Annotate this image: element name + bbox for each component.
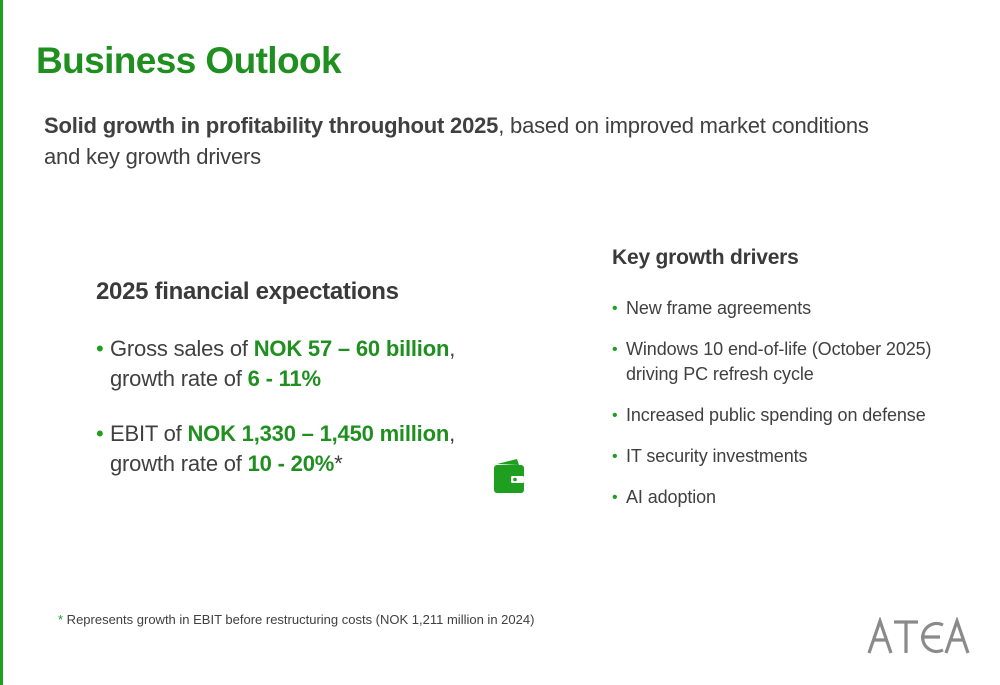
driver-label: New frame agreements [626, 298, 812, 318]
financial-list: • Gross sales of NOK 57 – 60 billion, gr… [96, 334, 455, 504]
financial-item-comma: , [449, 421, 455, 446]
financial-item-range: NOK 57 – 60 billion [253, 336, 450, 361]
financial-heading: 2025 financial expectations [96, 278, 399, 305]
bullet: • [612, 448, 618, 465]
driver-item: • Windows 10 end-of-life (October 2025) d… [612, 337, 966, 387]
drivers-heading: Key growth drivers [612, 246, 799, 269]
financial-item-growth-prefix: growth rate of [110, 451, 248, 476]
driver-item: • New frame agreements [612, 296, 966, 321]
subtitle-bold: Solid growth in profitability throughout… [44, 113, 499, 138]
bullet: • [96, 421, 104, 446]
footnote-star: * [58, 612, 64, 627]
financial-item-comma: , [449, 336, 456, 361]
financial-item-ebit: • EBIT of NOK 1,330 – 1,450 million, gro… [96, 419, 455, 479]
atea-logo [866, 616, 972, 657]
footnote-text: Represents growth in EBIT before restruc… [63, 612, 535, 627]
financial-item-growth: 10 - 20% [247, 451, 335, 476]
financial-item-growth-prefix: growth rate of [110, 366, 248, 391]
bullet: • [612, 489, 618, 506]
subtitle: Solid growth in profitability throughout… [44, 110, 884, 172]
accent-rule [0, 0, 3, 685]
driver-item: • AI adoption [612, 485, 966, 510]
drivers-list: • New frame agreements • Windows 10 end-of… [612, 296, 966, 526]
driver-item: • IT security investments [612, 444, 966, 469]
driver-label: Windows 10 end-of-life (October 2025) dr… [626, 339, 932, 384]
subtitle-rest: , based on improved market conditions an… [44, 113, 869, 169]
driver-label: AI adoption [626, 487, 716, 507]
driver-label: IT security investments [626, 446, 808, 466]
financial-item-prefix: Gross sales of [110, 336, 254, 361]
financial-item-prefix: EBIT of [110, 421, 188, 446]
financial-item-growth: 6 - 11% [247, 366, 321, 391]
footnote: * Represents growth in EBIT before restr… [58, 612, 534, 627]
bullet: • [612, 407, 618, 424]
financial-item-range: NOK 1,330 – 1,450 million [187, 421, 450, 446]
financial-item-suffix: * [334, 451, 343, 476]
wallet-icon [493, 458, 525, 494]
driver-label: Increased public spending on defense [626, 405, 926, 425]
page-title: Business Outlook [36, 40, 342, 81]
bullet: • [612, 341, 618, 358]
financial-item-gross-sales: • Gross sales of NOK 57 – 60 billion, gr… [96, 334, 455, 394]
bullet: • [612, 300, 618, 317]
driver-item: • Increased public spending on defense [612, 403, 966, 428]
bullet: • [96, 336, 104, 361]
